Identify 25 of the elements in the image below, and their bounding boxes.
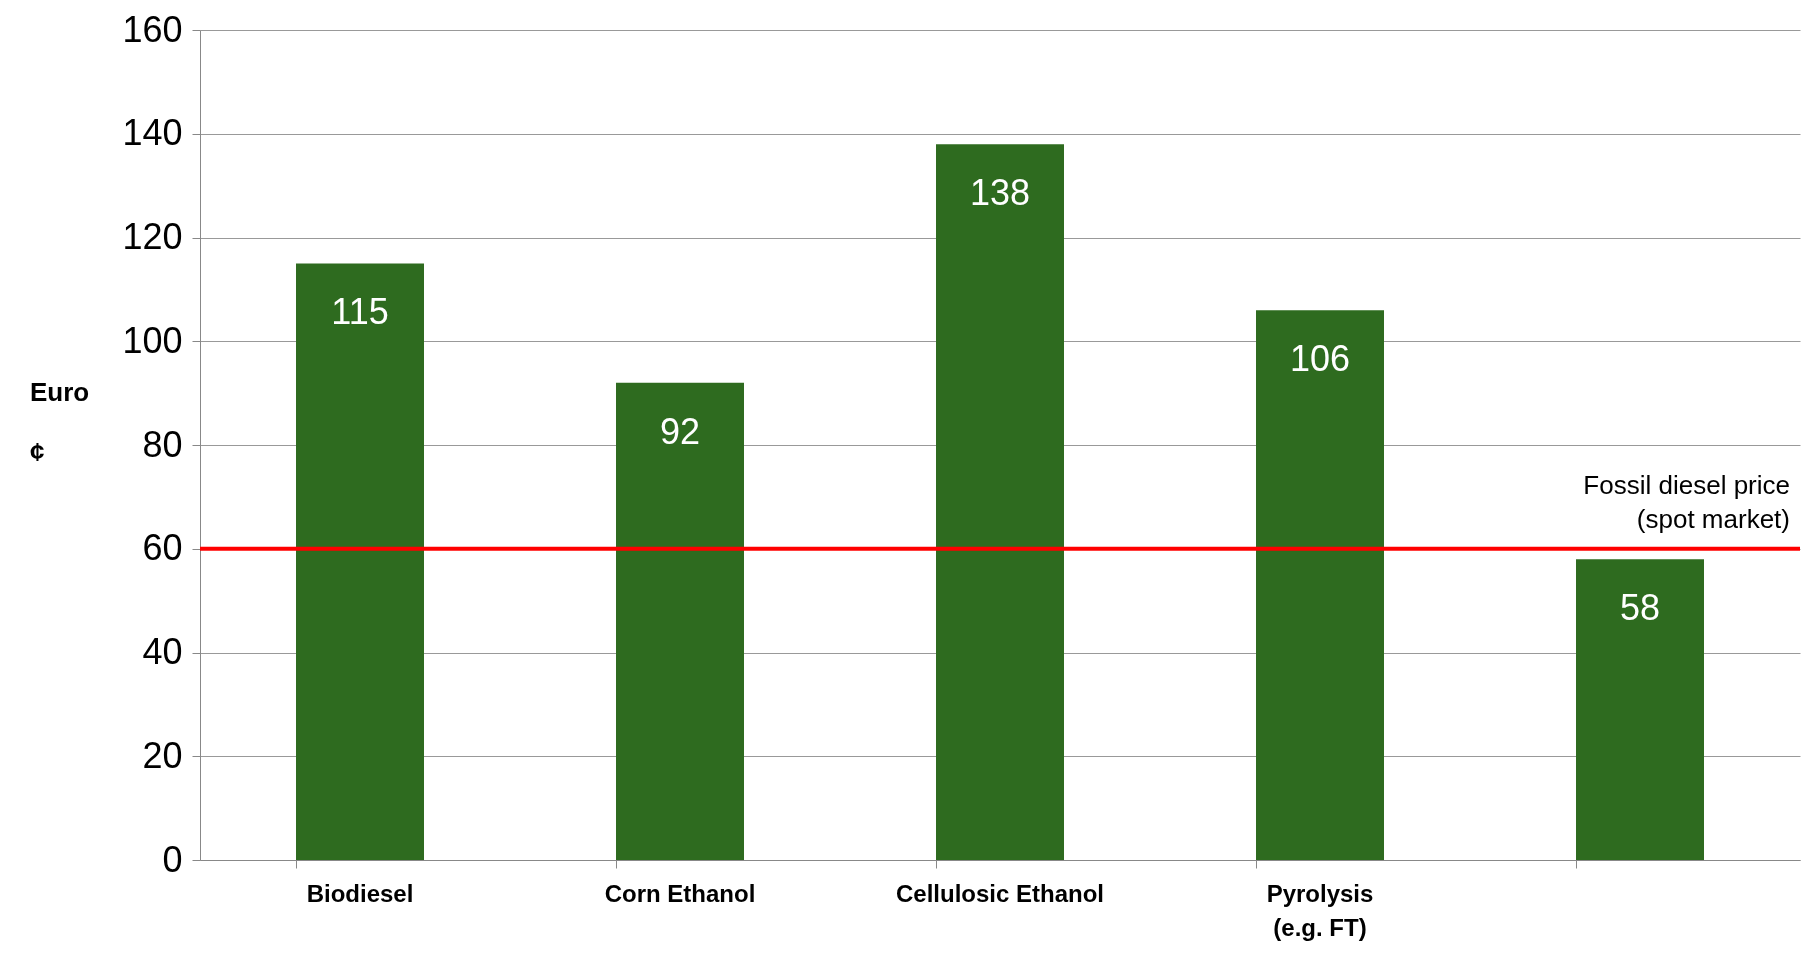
- y-tick-label: 100: [122, 319, 183, 361]
- data-label: 58: [1619, 587, 1661, 629]
- bar: [1576, 559, 1704, 860]
- y-axis-title: Euro ¢: [30, 377, 90, 467]
- x-tick-label: Pyrolysis (e.g. FT): [1266, 879, 1374, 941]
- y-tick-label: 20: [142, 734, 183, 776]
- bar: [936, 144, 1064, 860]
- y-tick-label: 160: [122, 8, 183, 50]
- data-label: 115: [331, 291, 389, 333]
- bar: [296, 263, 424, 860]
- y-tick-label: 80: [142, 423, 183, 465]
- x-tick-label: Corn Ethanol: [604, 879, 756, 907]
- y-tick-label: 40: [142, 631, 183, 672]
- bar: [616, 382, 744, 860]
- y-tick-label: 140: [122, 112, 183, 154]
- data-label: 138: [969, 172, 1031, 214]
- y-tick-label: 120: [122, 216, 183, 257]
- x-tick-label: Biodiesel: [306, 879, 414, 907]
- data-label: 106: [1289, 338, 1351, 380]
- ref-line-label: Fossil diesel price (spot market): [1583, 469, 1790, 534]
- x-tick-label: Cellulosic Ethanol: [895, 879, 1105, 907]
- bar: [1256, 310, 1384, 860]
- y-tick-label: 0: [162, 838, 183, 880]
- y-tick-label: 60: [142, 527, 183, 569]
- data-label: 92: [659, 410, 701, 452]
